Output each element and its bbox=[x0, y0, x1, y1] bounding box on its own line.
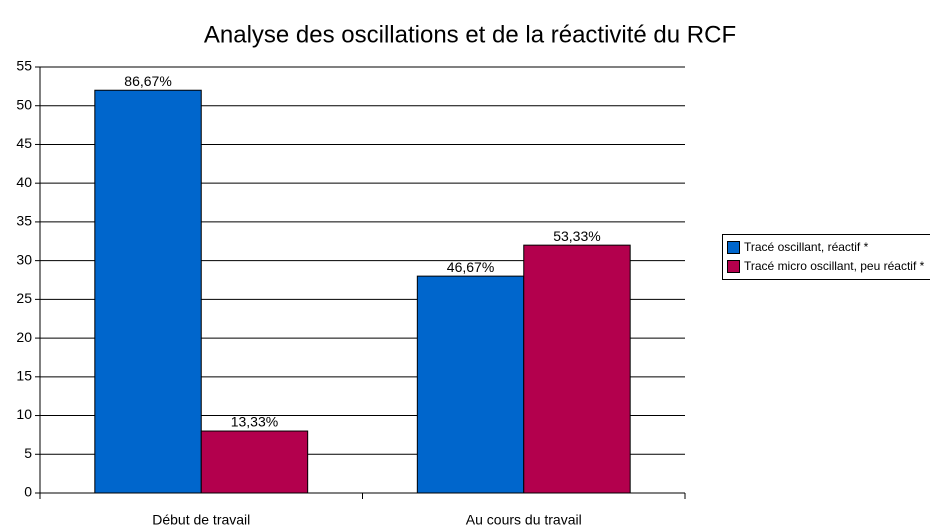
x-tick-label: Au cours du travail bbox=[466, 512, 582, 528]
legend-label: Tracé oscillant, réactif * bbox=[744, 240, 869, 254]
y-tick-label: 40 bbox=[16, 174, 32, 190]
y-tick-label: 20 bbox=[16, 329, 32, 345]
y-tick-label: 15 bbox=[16, 368, 32, 384]
y-tick-label: 5 bbox=[24, 445, 32, 461]
y-tick-label: 45 bbox=[16, 135, 32, 151]
y-tick-label: 0 bbox=[24, 484, 32, 500]
y-tick-label: 10 bbox=[16, 406, 32, 422]
legend-label: Tracé micro oscillant, peu réactif * bbox=[744, 259, 925, 273]
value-label: 13,33% bbox=[231, 414, 278, 430]
chart-title: Analyse des oscillations et de la réacti… bbox=[204, 21, 736, 48]
bar bbox=[416, 275, 525, 494]
x-tick-label: Début de travail bbox=[152, 512, 250, 528]
y-tick-label: 50 bbox=[16, 96, 32, 112]
legend: Tracé oscillant, réactif * Tracé micro os… bbox=[722, 234, 930, 280]
bar bbox=[200, 430, 309, 494]
legend-swatch bbox=[727, 241, 740, 254]
y-tick-label: 30 bbox=[16, 251, 32, 267]
legend-swatch bbox=[727, 260, 740, 273]
value-label: 53,33% bbox=[553, 228, 600, 244]
legend-item: Tracé micro oscillant, peu réactif * bbox=[727, 260, 930, 273]
y-tick-label: 25 bbox=[16, 290, 32, 306]
y-tick-label: 55 bbox=[16, 58, 32, 74]
bar bbox=[523, 244, 631, 494]
bar bbox=[94, 89, 202, 494]
value-label: 46,67% bbox=[447, 259, 494, 275]
legend-item: Tracé oscillant, réactif * bbox=[727, 241, 930, 254]
value-label: 86,67% bbox=[124, 73, 171, 89]
y-tick-label: 35 bbox=[16, 213, 32, 229]
